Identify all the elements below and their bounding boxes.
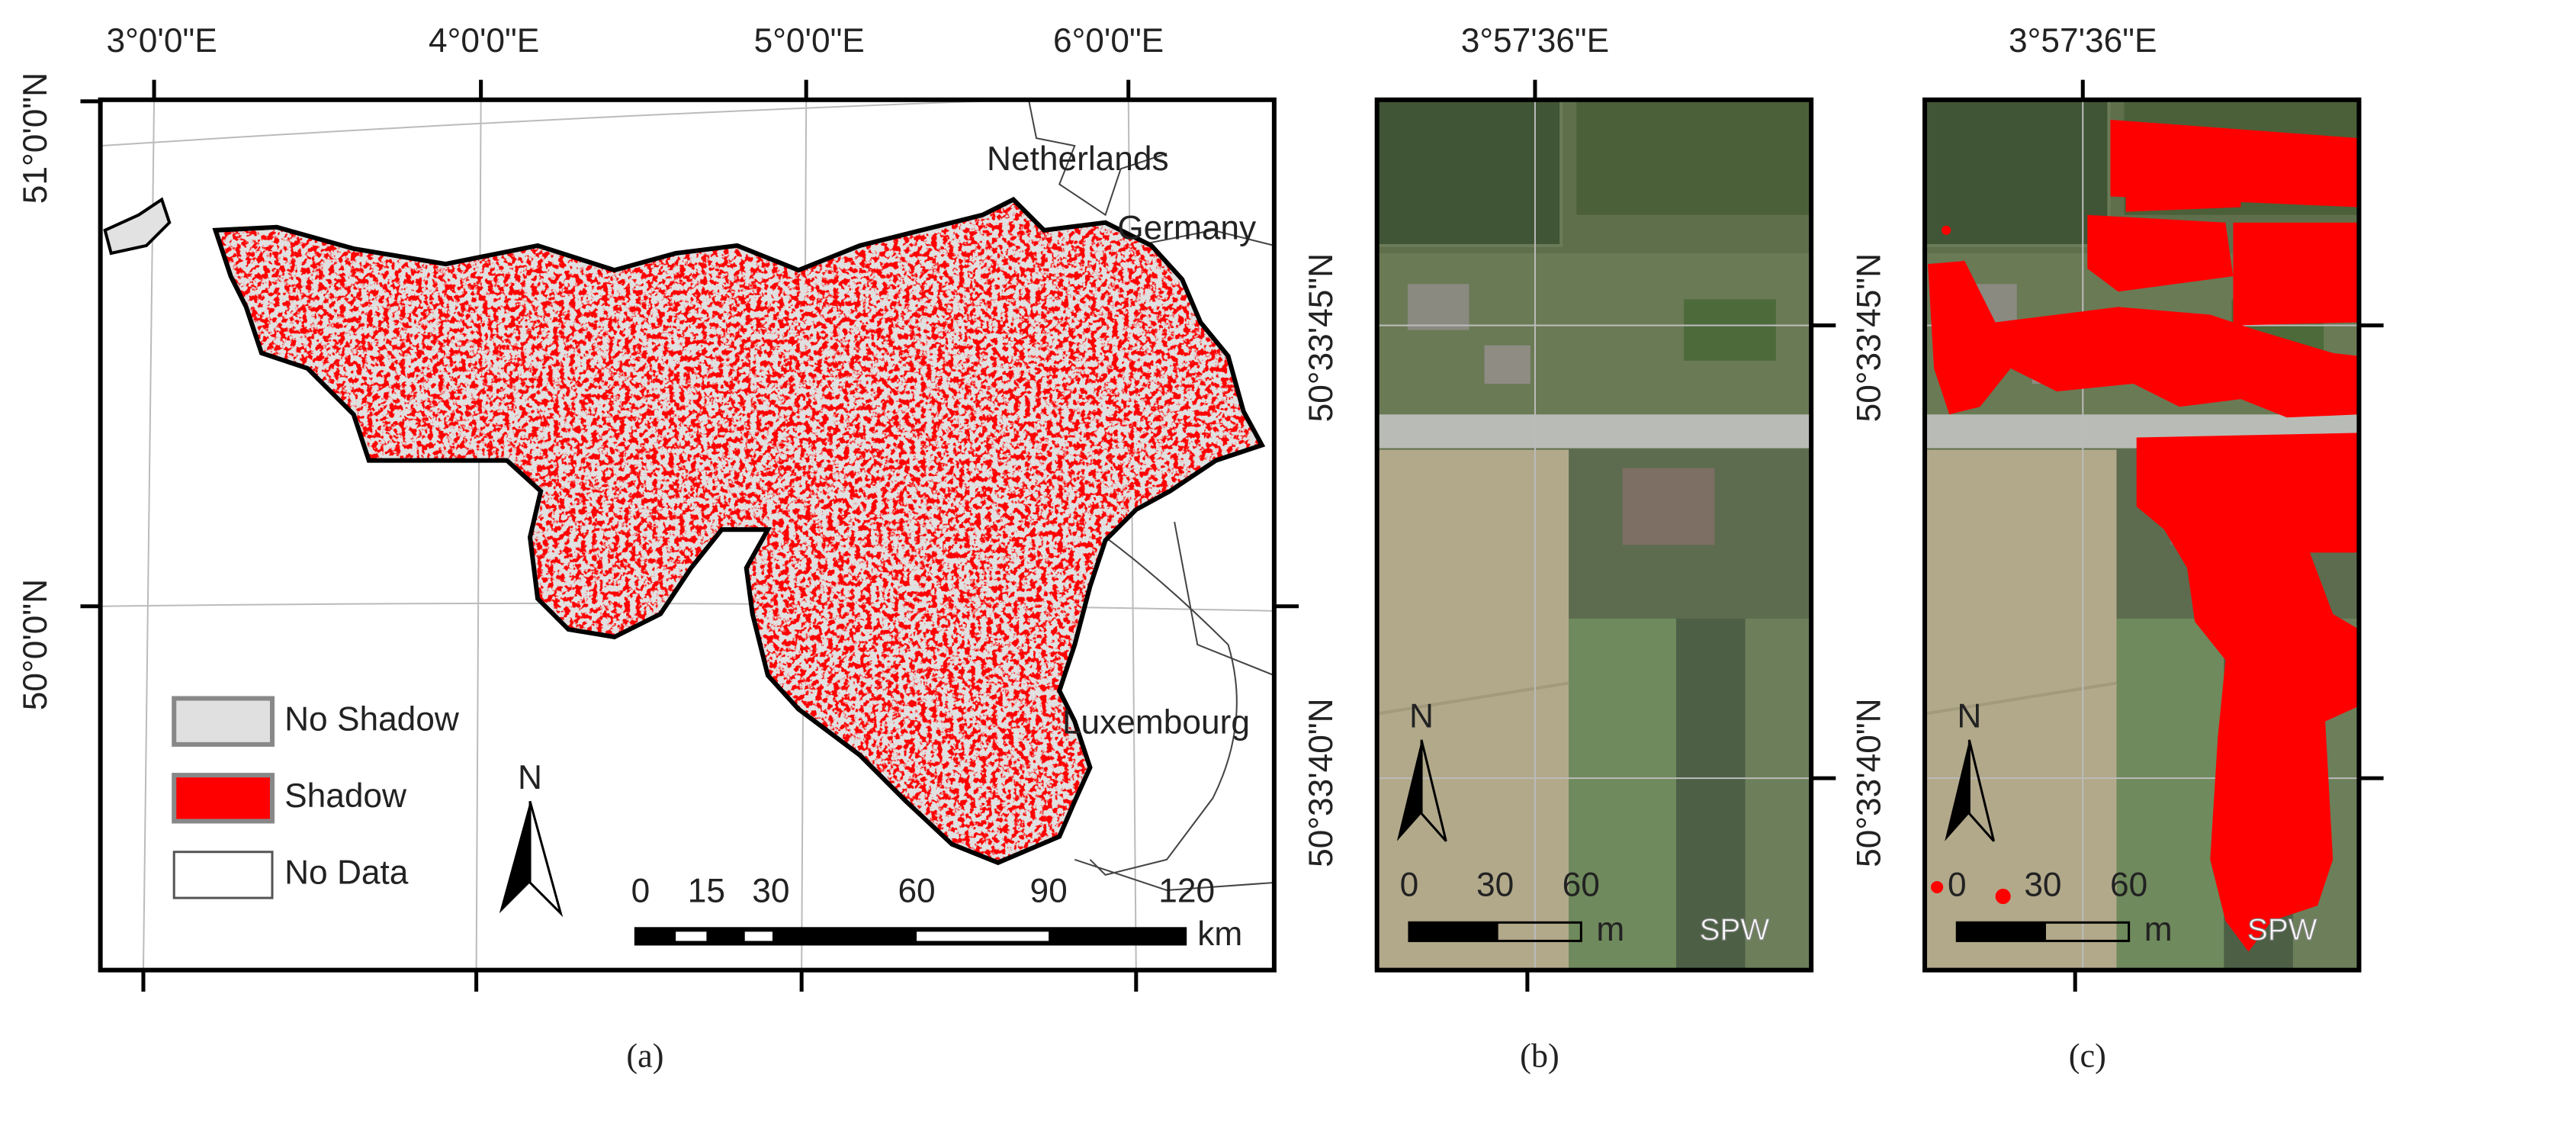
lat-label: 50°0'0"N bbox=[17, 579, 54, 710]
lon-label: 6°0'0"E bbox=[1053, 22, 1164, 60]
scale-unit: km bbox=[1197, 915, 1242, 953]
map-frame bbox=[98, 97, 1277, 973]
shadow-patch bbox=[1942, 225, 1951, 235]
graticule-lines bbox=[1376, 99, 1812, 970]
credit: SPW bbox=[1700, 912, 1770, 947]
scale-unit: m bbox=[1596, 911, 1624, 948]
legend: No Shadow Shadow No Data bbox=[172, 696, 460, 899]
lon-label: 4°0'0"E bbox=[429, 22, 539, 60]
credit: SPW bbox=[2247, 912, 2317, 947]
scale-unit: m bbox=[2144, 911, 2173, 948]
north-label: N bbox=[1409, 697, 1434, 735]
north-label: N bbox=[1957, 697, 1981, 735]
north-label: N bbox=[518, 759, 542, 796]
lat-label: 50°33'40"N bbox=[1302, 698, 1340, 867]
country-label: Germany bbox=[1117, 210, 1257, 247]
lon-label: 3°57'36"E bbox=[2009, 22, 2157, 60]
shadow-overlay bbox=[1928, 119, 2359, 952]
panel-a: 3°0'0"E 4°0'0"E 5°0'0"E 6°0'0"E 51°0'0"N… bbox=[17, 22, 1299, 1075]
scale-label: 0 bbox=[1400, 867, 1419, 904]
scale-label: 60 bbox=[898, 873, 935, 910]
enclave bbox=[103, 197, 172, 256]
scale-bar-segment bbox=[676, 931, 707, 941]
scale-label: 90 bbox=[1029, 873, 1067, 910]
lon-label: 3°0'0"E bbox=[107, 22, 217, 60]
ticks bbox=[1525, 79, 1836, 992]
country-label: Netherlands bbox=[987, 140, 1169, 178]
lat-label: 50°33'45"N bbox=[1850, 253, 1887, 422]
shadow-patch bbox=[1995, 889, 2011, 905]
scale-bar-segment bbox=[1408, 922, 1498, 941]
caption: (c) bbox=[2069, 1037, 2106, 1075]
panel-c: 3°57'36"E 50°33'45"N 50°33'40"N N 0 30 6… bbox=[1850, 22, 2384, 1075]
caption: (b) bbox=[1520, 1037, 1559, 1075]
shadow-patch bbox=[2136, 433, 2359, 952]
scale-label: 15 bbox=[688, 873, 725, 910]
ticks bbox=[80, 79, 1299, 992]
lat-label: 51°0'0"N bbox=[17, 72, 54, 204]
legend-label: Shadow bbox=[284, 777, 407, 815]
lon-label: 3°57'36"E bbox=[1461, 22, 1609, 60]
map-frame bbox=[1374, 97, 1814, 973]
lat-label: 50°33'45"N bbox=[1302, 253, 1340, 422]
scale-label: 30 bbox=[1476, 867, 1514, 904]
north-arrow bbox=[1967, 739, 1996, 842]
scale-label: 60 bbox=[2110, 867, 2147, 904]
scale-label: 0 bbox=[1948, 867, 1967, 904]
lat-label: 50°33'40"N bbox=[1850, 698, 1887, 867]
panel-b: 3°57'36"E 50°33'45"N 50°33'40"N N 0 30 6… bbox=[1302, 22, 1836, 1075]
scale-bar-segment bbox=[1957, 922, 2046, 941]
scale-bar-segment bbox=[634, 927, 1187, 946]
scale-label: 30 bbox=[2024, 867, 2061, 904]
scale-label: 120 bbox=[1158, 873, 1215, 910]
north-arrow bbox=[528, 800, 564, 918]
legend-label: No Shadow bbox=[284, 700, 460, 738]
north-arrow bbox=[1945, 739, 1970, 841]
scale-bar bbox=[634, 927, 1187, 946]
north-arrow bbox=[1420, 739, 1447, 842]
aerial-image bbox=[1377, 100, 1811, 970]
lon-label: 5°0'0"E bbox=[754, 22, 865, 60]
caption: (a) bbox=[626, 1037, 663, 1075]
shadow-patch bbox=[1931, 880, 1944, 894]
scale-label: 0 bbox=[631, 873, 650, 910]
legend-swatch bbox=[172, 696, 275, 747]
ticks bbox=[2073, 79, 2384, 992]
shadow-patch bbox=[1928, 119, 2359, 418]
scale-label: 30 bbox=[752, 873, 789, 910]
north-arrow bbox=[499, 801, 531, 914]
map-frame bbox=[1922, 97, 2362, 973]
legend-swatch bbox=[172, 773, 275, 824]
legend-label: No Data bbox=[284, 854, 409, 892]
scale-label: 60 bbox=[1563, 867, 1600, 904]
scale-bar-segment bbox=[917, 931, 1049, 941]
borders bbox=[1027, 99, 1274, 892]
country-label: Luxembourg bbox=[1062, 703, 1250, 741]
legend-swatch bbox=[172, 851, 274, 899]
scale-bar-segment bbox=[744, 931, 772, 941]
